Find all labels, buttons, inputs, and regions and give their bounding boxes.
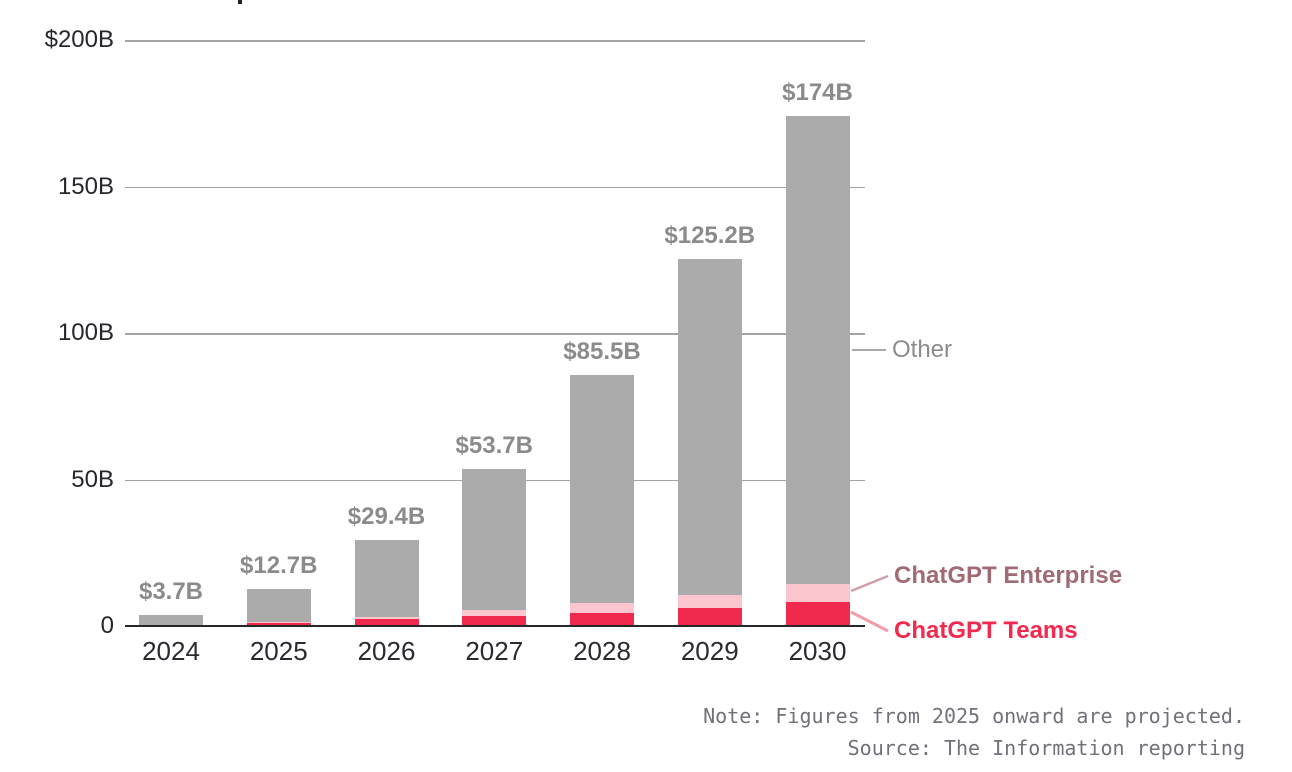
gridline-100 — [125, 333, 865, 335]
series-label-chatgpt-teams: ChatGPT Teams — [894, 617, 1078, 644]
bar-segment-other-2028 — [570, 375, 634, 604]
bar-segment-chatgpt-enterprise-2029 — [677, 594, 742, 609]
y-tick-label-0: 0 — [100, 612, 114, 639]
x-axis-baseline — [125, 625, 865, 627]
x-tick-label-2028: 2028 — [573, 636, 631, 666]
bar-total-label-2024: $3.7B — [138, 578, 204, 606]
bar-total-label-2025: $12.7B — [240, 551, 318, 579]
bar-segment-chatgpt-enterprise-2025 — [246, 621, 311, 624]
bar-segment-other-2024 — [139, 615, 203, 626]
bar-segment-chatgpt-teams-2025 — [246, 623, 311, 626]
bar-total-label-2030: $174B — [782, 79, 853, 107]
footnote-source-line: Source: The Information reporting — [847, 736, 1245, 760]
bar-segment-chatgpt-teams-2026 — [354, 619, 419, 626]
x-tick-label-2024: 2024 — [142, 636, 200, 666]
leader-line-enterprise — [850, 574, 889, 593]
bar-segment-other-2026 — [354, 539, 419, 617]
bar-total-label-2028: $85.5B — [563, 338, 641, 366]
x-tick-label-2029: 2029 — [680, 636, 739, 666]
bar-segment-other-2025 — [246, 588, 311, 622]
x-tick-label-2030: 2030 — [788, 636, 847, 666]
bar-segment-chatgpt-teams-2028 — [570, 612, 634, 626]
bar-total-label-2027: $53.7B — [455, 431, 533, 459]
leader-line-teams — [850, 610, 889, 633]
y-tick-label-200: $200B — [44, 26, 114, 53]
footnote: Note: Figures from 2025 onward are proje… — [703, 700, 1245, 764]
bar-segment-other-2027 — [462, 468, 527, 611]
x-tick-label-2026: 2026 — [357, 636, 416, 666]
x-tick-label-2027: 2027 — [465, 636, 524, 666]
cropped-title-fragment — [238, 0, 242, 4]
series-label-chatgpt-enterprise: ChatGPT Enterprise — [894, 562, 1123, 589]
gridline-200 — [125, 40, 865, 42]
bar-segment-chatgpt-enterprise-2030 — [785, 584, 850, 602]
x-tick-label-2025: 2025 — [249, 636, 308, 666]
y-tick-label-50: 50B — [71, 465, 114, 493]
footnote-note-line: Note: Figures from 2025 onward are proje… — [703, 704, 1245, 728]
bar-segment-chatgpt-enterprise-2027 — [462, 610, 527, 617]
gridline-150 — [125, 186, 865, 188]
y-tick-label-150: 150B — [57, 172, 114, 200]
bar-segment-chatgpt-teams-2030 — [785, 601, 850, 626]
bar-segment-chatgpt-enterprise-2028 — [570, 603, 634, 613]
bar-segment-chatgpt-teams-2029 — [677, 608, 742, 626]
bar-segment-chatgpt-enterprise-2026 — [354, 616, 419, 620]
y-tick-label-100: 100B — [57, 319, 114, 346]
bar-segment-other-2029 — [677, 259, 742, 595]
bar-segment-other-2030 — [785, 116, 850, 585]
bar-total-label-2026: $29.4B — [347, 502, 426, 530]
bar-segment-chatgpt-teams-2027 — [462, 616, 527, 626]
series-label-other: Other — [892, 336, 953, 363]
bar-total-label-2029: $125.2B — [664, 222, 756, 250]
